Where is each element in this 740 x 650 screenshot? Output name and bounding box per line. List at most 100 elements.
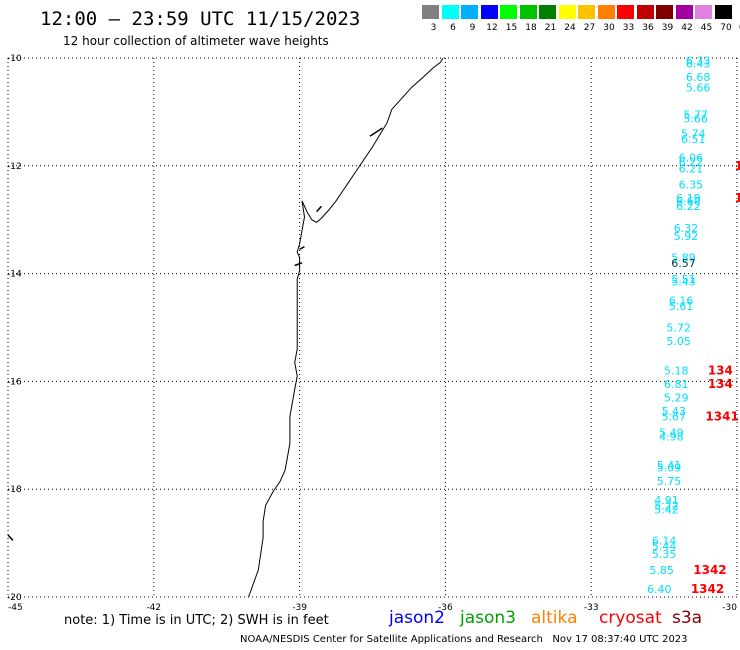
wave-height-label: 5.74 — [681, 127, 706, 140]
scale-label: 9 — [469, 23, 476, 33]
scale-swatch — [617, 5, 634, 19]
scale-label: 15 — [505, 23, 518, 33]
scale-swatch — [422, 5, 439, 19]
wave-height-label: 6.60 — [676, 195, 701, 208]
longitude-tick-label: -42 — [146, 603, 161, 613]
scale-swatch — [558, 5, 576, 19]
wave-height-label: 5.66 — [686, 82, 711, 95]
wave-height-label: 5.44 — [652, 540, 677, 553]
wave-height-label: 4.98 — [659, 430, 684, 443]
wave-height-label: 5.22 — [654, 499, 679, 512]
wave-height-label: 5.51 — [671, 273, 696, 286]
scale-label: 42 — [681, 23, 693, 33]
satellite-legend-jason3: jason3 — [460, 608, 516, 628]
wave-height-label: 6.22 — [679, 156, 704, 169]
cryosat-label: 1 — [735, 159, 740, 173]
coastal-islands — [7, 127, 383, 541]
wave-height-label: 5.42 — [654, 504, 679, 517]
wave-height-label: 5.85 — [649, 564, 674, 577]
wave-height-label: 6.57 — [671, 257, 696, 270]
wave-height-label: 5.18 — [664, 365, 689, 378]
scale-label: 3 — [430, 23, 437, 33]
cryosat-label: 1341 — [705, 409, 738, 423]
wave-height-label: 6.35 — [679, 179, 704, 192]
map-title: 12:00 – 23:59 UTC 11/15/2023 — [40, 8, 361, 30]
map-subtitle: 12 hour collection of altimeter wave hei… — [63, 34, 329, 48]
latitude-labels: -10 -12 -14 -16 -18 -20 — [7, 54, 22, 603]
island-mark — [7, 534, 14, 541]
satellite-legend-jason2: jason2 — [389, 608, 445, 628]
wave-height-label: 5.29 — [664, 392, 689, 405]
island-mark — [316, 205, 323, 213]
coastline — [248, 57, 444, 598]
island-mark — [294, 262, 303, 267]
longitude-labels: -45 -42 -39 -36 -33 -30 — [8, 603, 737, 613]
longitude-tick-label: -45 — [8, 603, 23, 613]
scale-label: (ft) — [737, 23, 740, 33]
satellite-legend-s3a: s3a — [672, 608, 703, 628]
scale-swatch — [441, 5, 459, 19]
island-mark — [369, 127, 383, 137]
scale-swatch — [480, 5, 498, 19]
scale-swatch — [500, 5, 517, 19]
scale-label: 12 — [486, 23, 498, 33]
latitude-tick-label: -10 — [7, 54, 22, 64]
scale-label: 27 — [583, 23, 596, 33]
latitude-tick-label: -16 — [7, 377, 22, 387]
scale-label: 6 — [450, 23, 456, 33]
wave-height-label: 5.92 — [674, 230, 699, 243]
map-grid — [7, 57, 738, 598]
scale-label: 30 — [603, 23, 615, 33]
latitude-tick-label: -12 — [7, 162, 22, 172]
scale-swatch — [636, 5, 654, 19]
scale-swatch — [519, 5, 537, 19]
cryosat-label: 1 — [735, 191, 740, 205]
wave-height-label: 4.91 — [654, 494, 679, 507]
scale-label: 24 — [564, 23, 576, 33]
wave-height-label: 5.72 — [666, 322, 691, 335]
wave-height-label: 5.43 — [671, 276, 696, 289]
wave-height-label: 5.09 — [657, 462, 682, 475]
latitude-tick-label: -18 — [7, 485, 22, 495]
latitude-tick-label: -14 — [7, 270, 22, 280]
wave-height-label: 5.89 — [671, 251, 696, 264]
wave-height-label: 6.40 — [647, 583, 672, 596]
scale-label: 39 — [661, 23, 674, 33]
longitude-tick-label: -33 — [584, 603, 599, 613]
island-mark — [299, 245, 305, 251]
wave-height-label: 6.14 — [652, 534, 677, 547]
scale-label: 36 — [642, 23, 654, 33]
wave-height-label: 6.19 — [676, 192, 701, 205]
wave-height-label: 6.32 — [674, 222, 699, 235]
satellite-legend-cryosat: cryosat — [599, 608, 662, 628]
cryosat-label: 134 — [708, 364, 733, 378]
credit-line: NOAA/NESDIS Center for Satellite Applica… — [240, 634, 688, 645]
wave-height-label: 5.61 — [669, 300, 694, 313]
scale-swatch — [578, 5, 595, 19]
wave-height-label: 5.67 — [662, 410, 687, 423]
scale-label: 33 — [622, 23, 635, 33]
scale-swatch — [539, 5, 556, 19]
scale-swatch — [597, 5, 615, 19]
wave-height-label: 6.33 — [686, 55, 711, 68]
wave-height-label: 5.49 — [659, 427, 684, 440]
scale-swatch — [695, 5, 712, 19]
wave-height-label: 5.41 — [657, 459, 682, 472]
longitude-tick-label: -36 — [438, 603, 453, 613]
scale-label: 21 — [544, 23, 557, 33]
scale-label: 45 — [700, 23, 713, 33]
longitude-tick-label: -30 — [722, 603, 737, 613]
cryosat-label: 1342 — [691, 582, 724, 596]
longitude-tick-label: -39 — [292, 603, 307, 613]
wave-height-label: 6.16 — [669, 295, 694, 308]
scale-swatch — [675, 5, 693, 19]
cryosat-label: 1342 — [693, 563, 726, 577]
scale-label: 18 — [525, 23, 537, 33]
wave-height-label: 6.68 — [686, 71, 711, 84]
wave-height-label: 6.51 — [681, 133, 706, 146]
footer-note: note: 1) Time is in UTC; 2) SWH is in fe… — [64, 613, 329, 628]
wave-height-label: 6.81 — [664, 378, 689, 391]
